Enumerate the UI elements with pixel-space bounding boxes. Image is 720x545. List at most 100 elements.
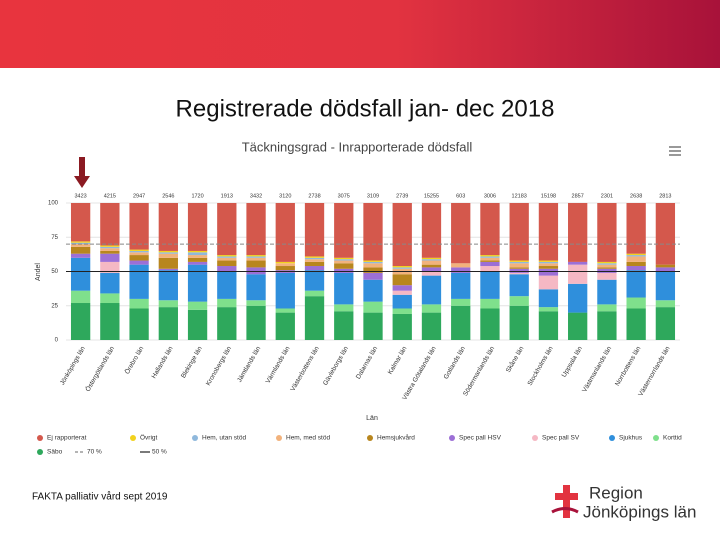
bar-segment	[655, 203, 676, 265]
legend-label: Säbo	[47, 449, 63, 456]
bar-segment	[480, 266, 500, 272]
bar-segment	[129, 255, 149, 261]
bar-segment	[70, 253, 91, 258]
y-tick-label: 0	[55, 338, 59, 344]
bar-segment	[187, 301, 208, 310]
bar-segment	[246, 203, 266, 256]
bar-segment	[70, 242, 91, 245]
bar-segment	[363, 301, 383, 313]
footer: FAKTA palliativ vård sept 2019	[32, 491, 168, 503]
bar-segment	[626, 297, 646, 309]
bar-segment	[158, 203, 178, 251]
y-tick-label: 50	[51, 269, 58, 275]
legend-label: Sjukhus	[619, 435, 643, 442]
x-tick-label: Södermanlands län	[462, 345, 496, 397]
bar-segment	[129, 249, 149, 251]
bar-segment	[509, 267, 529, 269]
x-tick-label: Kalmar län	[387, 345, 409, 376]
bar-segment	[275, 261, 295, 264]
legend-label: Korttid	[663, 435, 682, 442]
x-tick-label: Värmlands län	[265, 345, 292, 385]
total-label: 3109	[367, 193, 379, 199]
legend-item: Ej rapporterat	[37, 435, 87, 442]
bar-segment	[538, 260, 559, 262]
bar-segment	[392, 266, 412, 268]
bar-segment	[246, 257, 266, 261]
total-label: 2638	[630, 193, 642, 199]
bar-segment	[187, 203, 208, 251]
legend-label: Hem, med stöd	[286, 435, 330, 442]
bar-segment	[246, 305, 266, 340]
bar-segment	[70, 203, 91, 242]
bar-segment	[304, 257, 325, 260]
legend-item: Hemsjukvård	[367, 434, 415, 442]
bar-segment	[129, 308, 149, 340]
legend-item: Sjukhus	[609, 435, 643, 442]
legend-label: Spec pall SV	[542, 435, 580, 442]
bar-segment	[70, 244, 91, 247]
bar-segment	[304, 266, 325, 271]
bar-segment	[275, 308, 295, 313]
bar-segment	[70, 246, 91, 254]
bar-segment	[275, 203, 295, 262]
bar-segment	[70, 303, 91, 340]
bar-segment	[217, 255, 237, 257]
bar-segment	[597, 267, 617, 269]
bar-segment	[246, 256, 266, 258]
x-tick-label: Gävleborgs län	[322, 345, 350, 387]
bar-segment	[421, 267, 442, 272]
menu-icon[interactable]	[669, 146, 681, 156]
total-label: 3006	[484, 193, 496, 199]
bar-segment	[655, 264, 676, 268]
bar-segment	[626, 253, 646, 256]
bar-segment	[451, 298, 471, 306]
legend-label: Hem, utan stöd	[202, 435, 246, 442]
x-tick-label: Norrbottens län	[614, 345, 642, 387]
legend-item: Spec pall SV	[532, 435, 580, 442]
x-tick-label: Kronobergs län	[205, 345, 233, 387]
bar-segment	[451, 305, 471, 340]
bar-segment	[509, 274, 529, 297]
bar-segment	[334, 272, 354, 305]
bar-segment	[158, 270, 178, 301]
y-axis-label: Andel	[35, 263, 42, 281]
legend-label: 70 %	[87, 449, 102, 456]
pointer-arrow	[74, 157, 90, 188]
bar-segment	[480, 261, 500, 267]
bar-segment	[275, 266, 295, 271]
x-tick-label: Blekinge län	[180, 345, 204, 380]
bar-segment	[100, 245, 120, 247]
bar-segment	[187, 252, 208, 256]
bar-segment	[538, 203, 559, 261]
bar-segment	[392, 274, 412, 286]
legend-label: Övrigt	[140, 434, 158, 442]
legend-swatch	[609, 435, 615, 441]
x-tick-label: Västernorrlands län	[637, 345, 671, 398]
bar-segment	[363, 279, 383, 302]
bar-segment	[187, 250, 208, 253]
bar-segment	[100, 203, 120, 246]
bar-segment	[246, 300, 266, 306]
bar-segment	[626, 261, 646, 267]
bar-segment	[217, 271, 237, 299]
bar-segment	[158, 307, 178, 340]
bar-segment	[304, 259, 325, 262]
slide-title: Registrerade dödsfall jan- dec 2018	[176, 95, 555, 122]
x-tick-label: Jönköpings län	[59, 345, 87, 386]
logo-text: Region	[589, 483, 643, 502]
bar-segment	[597, 272, 617, 280]
total-label: 2813	[659, 193, 671, 199]
bar-segment	[421, 203, 442, 258]
bar-segment	[100, 272, 120, 294]
bar-segment	[480, 308, 500, 340]
bar-segment	[626, 203, 646, 254]
legend-label: 50 %	[152, 449, 167, 456]
bar-segment	[363, 260, 383, 262]
bar-segment	[304, 261, 325, 267]
legend-swatch	[276, 435, 282, 441]
bar-segment	[392, 290, 412, 295]
bar-segment	[304, 256, 325, 258]
bar-segment	[363, 261, 383, 264]
bar-segment	[304, 296, 325, 340]
